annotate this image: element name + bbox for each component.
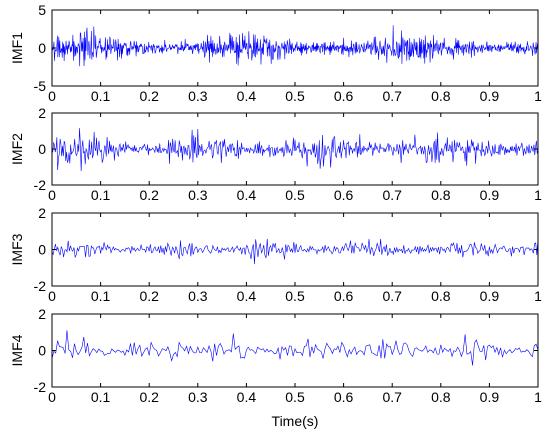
x-tick-label: 0.9 [480,389,500,405]
y-tick-label: -5 [34,78,47,94]
y-tick-label: -2 [34,278,47,294]
x-tick-label: 0.4 [237,288,257,304]
x-tick-label: 1 [534,288,542,304]
x-tick-label: 0.7 [382,389,402,405]
x-tick-label: 0.9 [480,288,500,304]
y-tick-label: 0 [38,40,46,56]
x-tick-label: 0.2 [139,88,159,104]
y-axis-label-imf4: IMF4 [9,334,25,366]
axes-box-3 [51,212,539,287]
x-tick-label: 0.4 [237,389,257,405]
imf1-signal-line [52,25,538,67]
y-tick-label: 0 [38,343,46,359]
x-tick-label: 0.7 [382,187,402,203]
x-tick-label: 0.6 [334,288,354,304]
x-tick-label: 1 [534,187,542,203]
x-tick-label: 0.2 [139,288,159,304]
x-tick-label: 1 [534,389,542,405]
y-axis-label-imf3: IMF3 [9,233,25,265]
x-tick-label: 0.9 [480,88,500,104]
y-axis-label-imf1: IMF1 [9,32,25,64]
axes-box-4 [51,313,539,388]
x-tick-label: 0.4 [237,187,257,203]
y-axis-label-imf2: IMF2 [9,133,25,165]
y-tick-label: 2 [38,105,46,121]
x-tick-label: 0.1 [91,88,111,104]
x-tick-label: 0 [48,288,56,304]
x-tick-label: 0.1 [91,288,111,304]
y-tick-label: 2 [38,306,46,322]
x-tick-label: 0.5 [285,389,305,405]
x-tick-label: 0.5 [285,88,305,104]
x-tick-label: 0.6 [334,389,354,405]
x-tick-label: 0.3 [188,187,208,203]
x-tick-label: 0.2 [139,187,159,203]
y-tick-label: 5 [38,2,46,18]
x-tick-label: 0 [48,187,56,203]
x-tick-label: 0.6 [334,88,354,104]
x-tick-label: 0.3 [188,288,208,304]
x-tick-label: 0.4 [237,88,257,104]
x-tick-label: 0 [48,389,56,405]
y-tick-label: 0 [38,141,46,157]
x-tick-label: 0.1 [91,389,111,405]
x-tick-label: 0.8 [431,187,451,203]
imf4-signal-line [52,330,538,366]
x-tick-label: 0.5 [285,187,305,203]
x-axis-label: Time(s) [272,413,319,429]
x-tick-label: 0.7 [382,88,402,104]
x-tick-label: 0.7 [382,288,402,304]
x-tick-label: 0.1 [91,187,111,203]
y-tick-label: 0 [38,242,46,258]
y-tick-label: 2 [38,205,46,221]
x-tick-label: 0.8 [431,88,451,104]
x-tick-label: 0.9 [480,187,500,203]
x-tick-label: 0.6 [334,187,354,203]
x-tick-label: 0.5 [285,288,305,304]
x-tick-label: 0.3 [188,389,208,405]
x-tick-label: 0.8 [431,389,451,405]
x-tick-label: 0 [48,88,56,104]
x-tick-label: 0.8 [431,288,451,304]
x-tick-label: 0.2 [139,389,159,405]
imf3-signal-line [52,238,538,265]
y-tick-label: -2 [34,177,47,193]
imf2-signal-line [52,128,538,172]
x-tick-label: 0.3 [188,88,208,104]
y-tick-label: -2 [34,379,47,395]
x-tick-label: 1 [534,88,542,104]
